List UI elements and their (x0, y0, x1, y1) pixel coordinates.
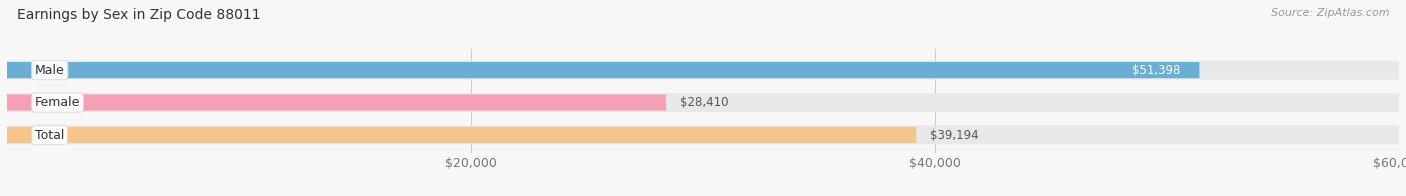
FancyBboxPatch shape (7, 126, 1399, 144)
Text: Earnings by Sex in Zip Code 88011: Earnings by Sex in Zip Code 88011 (17, 8, 260, 22)
FancyBboxPatch shape (7, 94, 666, 111)
Text: Female: Female (35, 96, 80, 109)
FancyBboxPatch shape (7, 127, 917, 143)
Text: Total: Total (35, 129, 65, 142)
Text: $51,398: $51,398 (1132, 64, 1181, 77)
Text: $28,410: $28,410 (681, 96, 728, 109)
FancyBboxPatch shape (7, 93, 1399, 112)
Text: Male: Male (35, 64, 65, 77)
FancyBboxPatch shape (7, 62, 1199, 78)
Text: Source: ZipAtlas.com: Source: ZipAtlas.com (1271, 8, 1389, 18)
FancyBboxPatch shape (7, 61, 1399, 80)
Text: $39,194: $39,194 (931, 129, 979, 142)
